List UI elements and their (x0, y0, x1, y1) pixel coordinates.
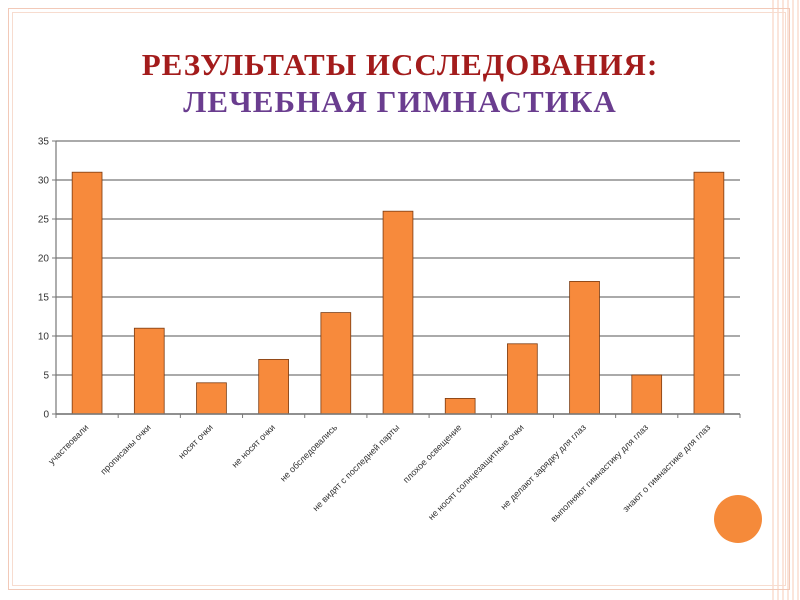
bar (71, 171, 103, 415)
decorative-orange-circle (714, 495, 762, 543)
y-tick-label: 0 (43, 410, 49, 421)
bar (258, 358, 289, 415)
x-tick-label: участвовали (46, 422, 90, 466)
x-tick-label: плохое освещение (401, 422, 464, 485)
slide-subtitle: ЛЕЧЕБНАЯ ГИМНАСТИКА (183, 84, 617, 119)
y-tick-label: 10 (38, 332, 50, 343)
x-tick-label: прописаны очки (98, 422, 152, 476)
slide-title: РЕЗУЛЬТАТЫ ИССЛЕДОВАНИЯ: (141, 47, 659, 82)
y-tick-label: 25 (38, 215, 50, 226)
slide-frame-inner (12, 12, 786, 586)
bar (196, 382, 227, 415)
slide-frame-outer (8, 8, 790, 590)
x-tick-label: не носят очки (230, 422, 277, 469)
bar (631, 374, 663, 415)
y-tick-label: 30 (38, 176, 50, 187)
bar (320, 312, 352, 415)
y-tick-label: 20 (38, 254, 50, 265)
y-tick-label: 35 (38, 137, 50, 148)
bar (507, 343, 538, 415)
y-tick-label: 15 (38, 293, 50, 304)
bar (444, 397, 476, 415)
bar (569, 280, 600, 415)
bar (693, 171, 725, 415)
right-decorative-stripes (772, 0, 800, 600)
y-tick-label: 5 (43, 371, 49, 382)
bar (382, 210, 414, 415)
x-tick-label: выполняют гимнастику для глаз (549, 422, 651, 524)
x-tick-label: носят очки (176, 422, 214, 460)
x-tick-label: не обследовались (278, 422, 339, 483)
bar (133, 327, 165, 415)
